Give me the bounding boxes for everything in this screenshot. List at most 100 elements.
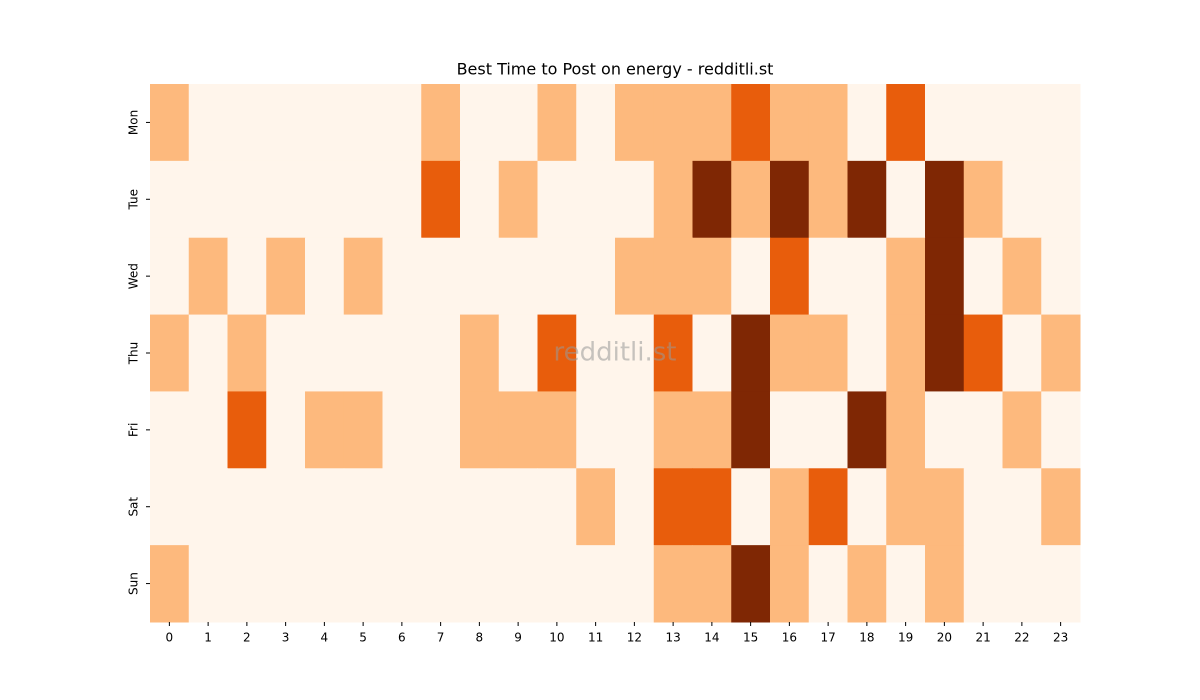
heat-cell <box>925 237 965 316</box>
heat-cell <box>731 84 771 162</box>
heat-cell <box>1041 314 1081 392</box>
watermark: redditli.st <box>554 338 677 368</box>
heat-cell <box>1002 468 1042 546</box>
heat-cell <box>1041 237 1081 316</box>
x-tick-label: 10 <box>549 631 564 645</box>
heat-cell <box>382 314 422 392</box>
heat-cell <box>963 84 1003 162</box>
x-tick-label: 0 <box>166 631 174 645</box>
heat-cell <box>847 391 887 469</box>
heat-cell <box>188 84 228 162</box>
heat-cell <box>1041 391 1081 469</box>
heat-cell <box>460 84 500 162</box>
heat-cell <box>615 237 655 316</box>
heat-cell <box>925 468 965 546</box>
heat-cell <box>615 545 655 623</box>
heat-cell <box>886 160 926 239</box>
heat-cell <box>770 545 810 623</box>
heat-cell <box>266 545 306 623</box>
heat-cell <box>963 314 1003 392</box>
heat-cell <box>227 160 267 239</box>
heat-cell <box>653 468 693 546</box>
heat-cell <box>963 160 1003 239</box>
heat-cell <box>886 237 926 316</box>
heat-cell <box>1041 545 1081 623</box>
heat-cell <box>266 84 306 162</box>
heat-cell <box>305 237 345 316</box>
heat-cell <box>653 160 693 239</box>
y-tick-label: Tue <box>127 189 141 211</box>
heat-cell <box>770 84 810 162</box>
heat-cell <box>576 468 616 546</box>
y-tick-label: Wed <box>127 263 141 289</box>
heat-cell <box>460 237 500 316</box>
heatmap-cells <box>150 84 1081 623</box>
heat-cell <box>653 237 693 316</box>
heat-cell <box>460 545 500 623</box>
heat-cell <box>343 314 383 392</box>
heat-cell <box>188 468 228 546</box>
heat-cell <box>653 84 693 162</box>
heat-cell <box>847 160 887 239</box>
heat-cell <box>963 468 1003 546</box>
heat-cell <box>498 160 538 239</box>
heat-cell <box>266 314 306 392</box>
heat-cell <box>150 391 190 469</box>
heat-cell <box>847 237 887 316</box>
x-tick-label: 5 <box>359 631 367 645</box>
y-tick-label: Sat <box>127 497 141 517</box>
heat-cell <box>421 545 461 623</box>
heat-cell <box>731 391 771 469</box>
heat-cell <box>1002 314 1042 392</box>
heat-cell <box>537 545 577 623</box>
heat-cell <box>150 545 190 623</box>
heat-cell <box>227 84 267 162</box>
x-tick-label: 2 <box>243 631 251 645</box>
heat-cell <box>925 314 965 392</box>
heat-cell <box>1002 545 1042 623</box>
heat-cell <box>886 545 926 623</box>
heat-cell <box>421 237 461 316</box>
heat-cell <box>498 468 538 546</box>
heat-cell <box>808 468 848 546</box>
heat-cell <box>188 314 228 392</box>
x-tick-label: 1 <box>204 631 212 645</box>
heat-cell <box>731 545 771 623</box>
x-tick-label: 22 <box>1014 631 1029 645</box>
heat-cell <box>1041 468 1081 546</box>
heat-cell <box>1041 160 1081 239</box>
heat-cell <box>382 160 422 239</box>
heat-cell <box>692 84 732 162</box>
heat-cell <box>653 314 693 392</box>
heat-cell <box>886 391 926 469</box>
heat-cell <box>227 545 267 623</box>
x-tick-label: 15 <box>743 631 758 645</box>
heat-cell <box>537 468 577 546</box>
heat-cell <box>498 314 538 392</box>
x-tick-label: 21 <box>975 631 990 645</box>
heat-cell <box>537 84 577 162</box>
heat-cell <box>770 468 810 546</box>
y-tick-label: Fri <box>127 423 141 437</box>
heat-cell <box>847 468 887 546</box>
heat-cell <box>460 314 500 392</box>
x-tick-label: 8 <box>476 631 484 645</box>
x-tick-label: 18 <box>859 631 874 645</box>
heat-cell <box>653 391 693 469</box>
heat-cell <box>692 160 732 239</box>
heat-cell <box>770 314 810 392</box>
heat-cell <box>266 237 306 316</box>
heat-cell <box>963 545 1003 623</box>
heat-cell <box>150 468 190 546</box>
heat-cell <box>343 468 383 546</box>
heat-cell <box>537 391 577 469</box>
heat-cell <box>808 545 848 623</box>
heat-cell <box>537 314 577 392</box>
heat-cell <box>227 468 267 546</box>
heat-cell <box>460 160 500 239</box>
heat-cell <box>615 84 655 162</box>
heat-cell <box>1002 237 1042 316</box>
heat-cell <box>188 391 228 469</box>
heat-cell <box>343 391 383 469</box>
